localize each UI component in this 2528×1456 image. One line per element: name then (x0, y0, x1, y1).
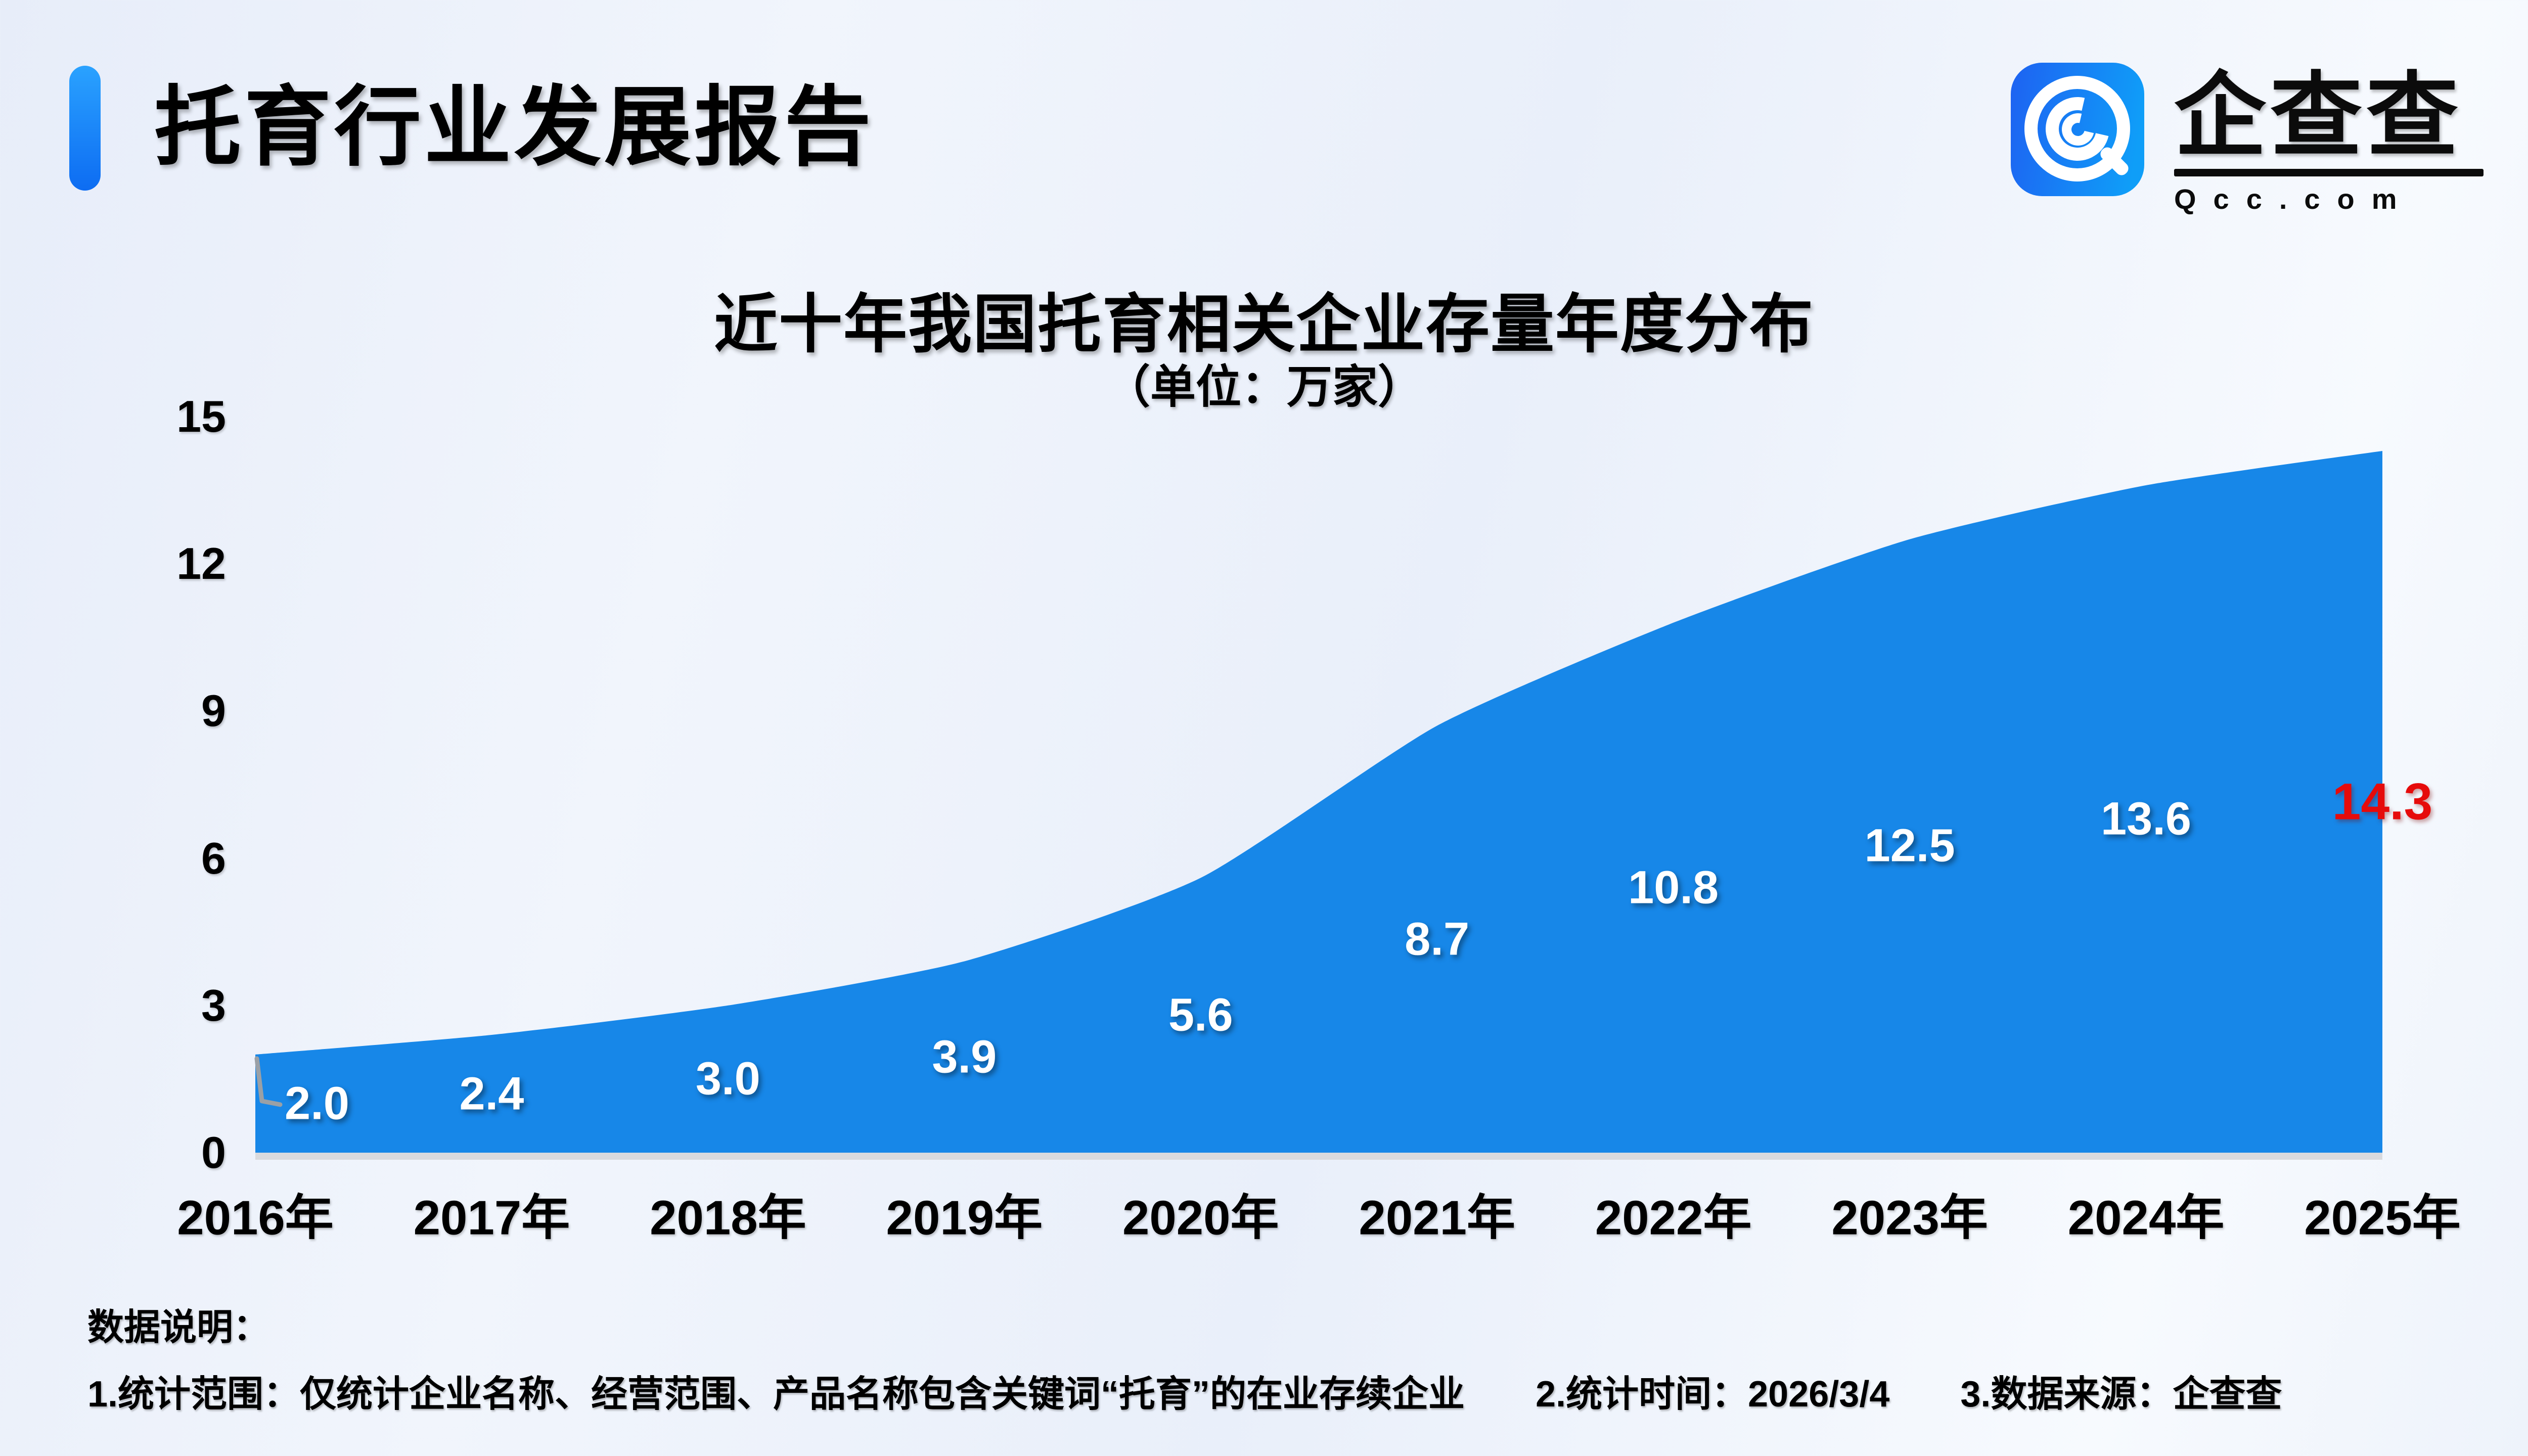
data-label: 2.0 (285, 1077, 349, 1129)
page-title: 托育行业发展报告 (154, 79, 874, 176)
x-axis-label: 2022年 (1595, 1191, 1752, 1245)
y-axis-label: 3 (201, 980, 226, 1030)
data-label: 12.5 (1864, 820, 1955, 872)
data-label: 10.8 (1628, 861, 1719, 914)
x-axis-label: 2018年 (650, 1191, 806, 1245)
y-axis-label: 9 (201, 686, 226, 736)
data-label-highlight: 14.3 (2332, 772, 2433, 831)
notes-heading: 数据说明： (87, 1307, 270, 1348)
data-label: 3.0 (695, 1053, 760, 1105)
qcc-logo-text: 企查查 Qcc.com (2174, 70, 2484, 215)
title-accent-bar (69, 66, 101, 191)
y-axis-label: 15 (176, 391, 226, 441)
data-label: 8.7 (1405, 913, 1470, 965)
notes: 1.统计范围：仅统计企业名称、经营范围、产品名称包含关键词“托育”的在业存续企业… (87, 1364, 2282, 1417)
brand-domain: Qcc.com (2174, 183, 2414, 215)
y-axis-label: 0 (201, 1127, 226, 1177)
x-axis-label: 2016年 (177, 1191, 334, 1245)
x-axis-label: 2024年 (2067, 1191, 2225, 1245)
chart-subtitle: （单位：万家） (1105, 362, 1423, 413)
chart-title: 近十年我国托育相关企业存量年度分布 (714, 289, 1814, 360)
data-label: 13.6 (2101, 793, 2192, 845)
y-axis-label: 6 (201, 833, 226, 883)
x-axis-baseline (255, 1153, 2382, 1160)
x-axis-label: 2021年 (1359, 1191, 1515, 1245)
x-axis-label: 2019年 (886, 1191, 1043, 1245)
note-item: 2.统计时间：2026/3/4 (1536, 1374, 1890, 1415)
data-label: 2.4 (459, 1068, 524, 1120)
qcc-logo-icon (2011, 63, 2144, 196)
origin-tick-mark (254, 1056, 283, 1107)
x-axis-label: 2023年 (1831, 1191, 1988, 1245)
x-axis-label: 2025年 (2304, 1191, 2461, 1245)
y-axis-label: 12 (176, 538, 226, 589)
brand-underline (2174, 169, 2484, 176)
x-axis-label: 2017年 (413, 1191, 570, 1245)
note-item: 3.数据来源：企查查 (1960, 1374, 2282, 1415)
area-series (255, 450, 2382, 1153)
data-label: 3.9 (932, 1031, 997, 1083)
note-item: 1.统计范围：仅统计企业名称、经营范围、产品名称包含关键词“托育”的在业存续企业 (87, 1374, 1465, 1415)
x-axis-label: 2020年 (1122, 1191, 1279, 1245)
brand-name: 企查查 (2174, 64, 2462, 167)
data-label: 5.6 (1168, 989, 1233, 1041)
